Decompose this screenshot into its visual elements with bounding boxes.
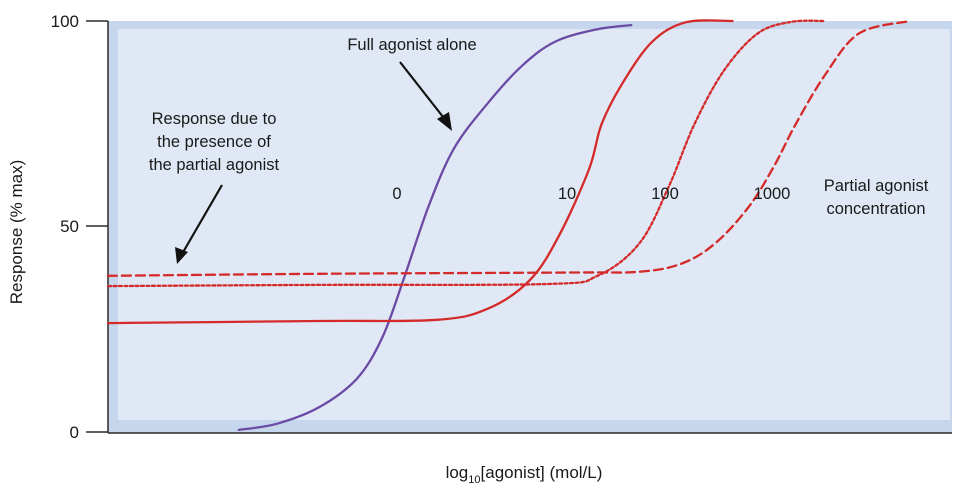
partial-response-arrowhead [175,247,188,264]
x-axis-title-rest: [agonist] (mol/L) [481,463,603,482]
curve-label-10: 10 [558,185,576,203]
series-line-100 [106,19,827,288]
full-agonist-annotation: Full agonist alone [347,36,476,54]
series-layer [106,19,911,432]
x-axis-title-log: log [446,463,469,482]
partial-conc-annotation-line2: concentration [826,200,925,218]
axes: 100 50 0 [51,12,952,442]
partial-response-annotation-line2: the presence of [157,133,271,151]
series-line-1000 [106,19,911,277]
partial-conc-annotation-line1: Partial agonist [824,177,929,195]
full-agonist-arrow [399,61,448,123]
x-axis-title-subscript: 10 [468,474,480,486]
y-tick-label-0: 0 [70,423,79,442]
y-tick-label-100: 100 [51,12,79,31]
curve-label-1000: 1000 [754,185,791,203]
plot-area [118,29,950,420]
series-line-0 [237,23,633,432]
curve-label-100: 100 [651,185,679,203]
y-axis-title: Response (% max) [7,160,26,305]
partial-response-annotation-line1: Response due to [152,110,277,128]
x-axis-title: log10[agonist] (mol/L) [446,463,603,486]
partial-response-annotation-line3: the partial agonist [149,156,280,174]
series-line-10 [106,19,734,325]
full-agonist-arrowhead [437,112,452,131]
partial-response-arrow [181,184,223,255]
curve-label-0: 0 [392,185,401,203]
y-tick-label-50: 50 [60,217,79,236]
